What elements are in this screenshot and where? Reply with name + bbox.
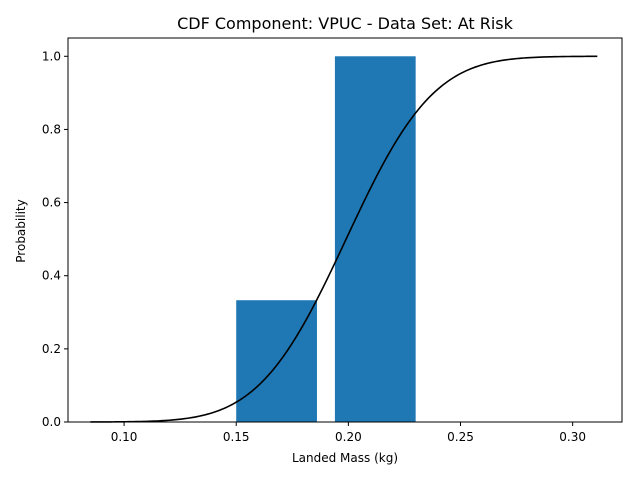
x-tick-label: 0.20: [335, 430, 362, 444]
x-tick-label: 0.30: [559, 430, 586, 444]
y-tick-label: 1.0: [42, 49, 61, 63]
y-tick-label: 0.4: [42, 269, 61, 283]
bars-layer: [236, 56, 416, 423]
x-axis-label: Landed Mass (kg): [292, 451, 398, 465]
bar-1: [236, 300, 317, 422]
plot-frame: [67, 37, 623, 423]
x-tick-label: 0.25: [447, 430, 474, 444]
bar-2: [334, 56, 416, 423]
chart-title: CDF Component: VPUC - Data Set: At Risk: [177, 14, 514, 33]
y-tick-label: 0.2: [42, 342, 61, 356]
y-axis-label: Probability: [14, 199, 28, 262]
y-tick-label: 0.6: [42, 196, 61, 210]
x-tick-label: 0.15: [223, 430, 250, 444]
y-tick-label: 0.8: [42, 122, 61, 136]
curve-layer: [90, 55, 598, 423]
axes-layer: 0.10 0.15 0.20 0.25 0.30 0.0 0.2 0.4 0.6 0.8 1.0: [42, 37, 623, 444]
x-tick-label: 0.10: [111, 430, 138, 444]
y-tick-label: 0.0: [42, 415, 61, 429]
cdf-curve-line: [90, 55, 598, 423]
